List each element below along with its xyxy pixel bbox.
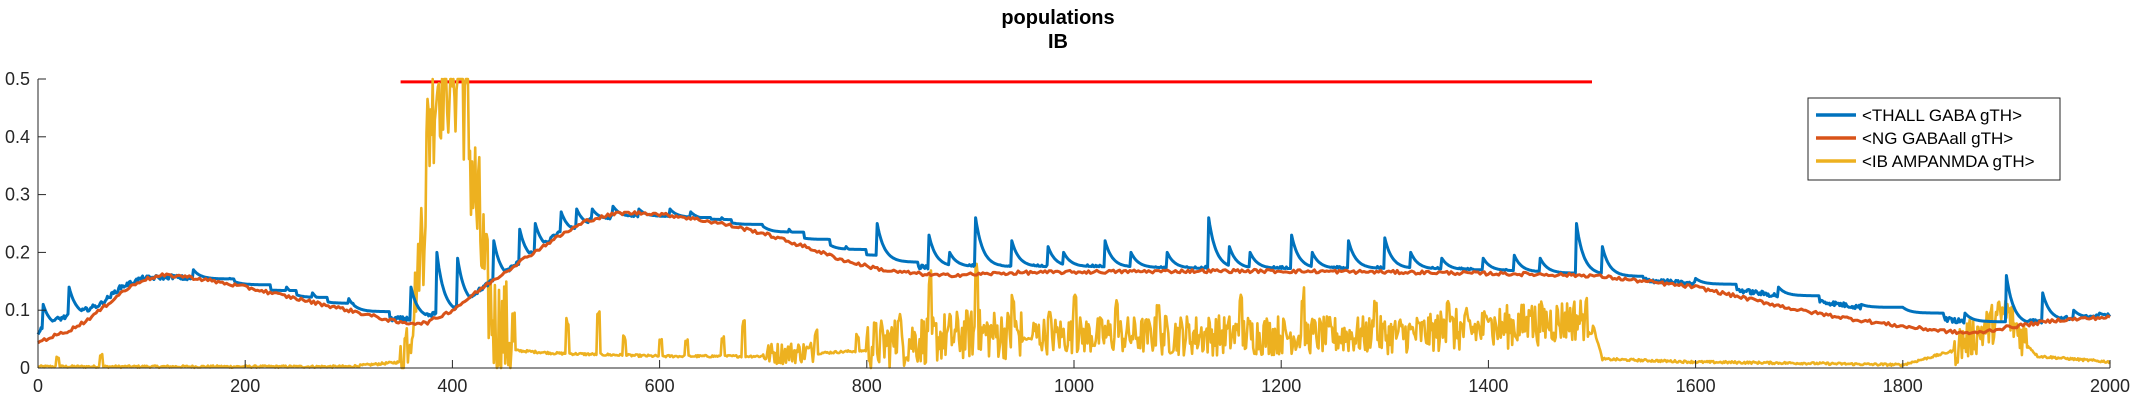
x-tick-label: 800 <box>852 376 882 396</box>
y-tick-label: 0.4 <box>5 127 30 147</box>
legend: <THALL GABA gTH> <NG GABAall gTH> <IB AMPA… <box>1807 97 2061 181</box>
x-tick-label: 1400 <box>1468 376 1508 396</box>
legend-label: <IB AMPANMDA gTH> <box>1862 152 2035 171</box>
x-tick-label: 400 <box>437 376 467 396</box>
x-tick-label: 1600 <box>1676 376 1716 396</box>
y-tick-label: 0 <box>20 358 30 378</box>
x-tick-label: 2000 <box>2090 376 2130 396</box>
legend-label: <THALL GABA gTH> <box>1862 106 2022 125</box>
y-tick-label: 0.5 <box>5 69 30 89</box>
series-line-ib-ampanmda <box>37 77 2111 370</box>
chart-subtitle: IB <box>1048 31 1068 53</box>
chart-title: populations <box>1001 7 1114 29</box>
plot-area <box>36 77 2112 370</box>
legend-label: <NG GABAall gTH> <box>1862 129 2013 148</box>
x-tick-label: 200 <box>230 376 260 396</box>
y-tick-label: 0.1 <box>5 300 30 320</box>
x-tick-label: 600 <box>645 376 675 396</box>
x-tick-label: 1800 <box>1883 376 1923 396</box>
series-line-thall-gaba <box>36 204 2112 336</box>
x-tick-label: 0 <box>33 376 43 396</box>
axes: 0 200 400 600 800 1000 1200 1400 1600 1800 2000 0 0.… <box>5 69 2130 396</box>
y-tick-label: 0.3 <box>5 185 30 205</box>
x-tick-label: 1000 <box>1054 376 1094 396</box>
series-line-ng-gabaall <box>37 210 2111 345</box>
x-tick-label: 1200 <box>1261 376 1301 396</box>
y-tick-label: 0.2 <box>5 242 30 262</box>
